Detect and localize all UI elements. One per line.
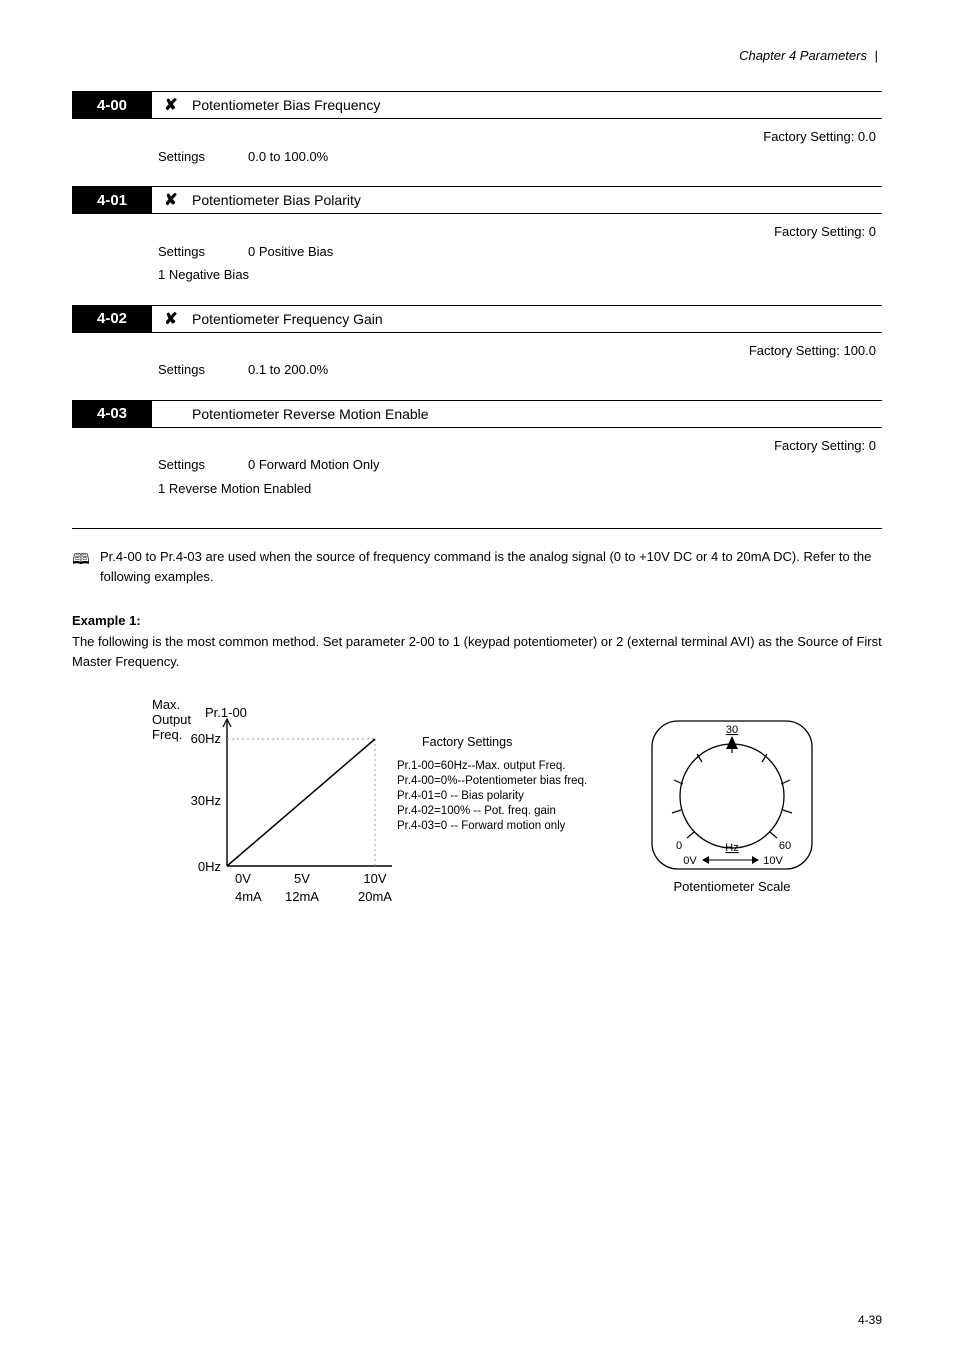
factory-setting: Factory Setting: 0 — [72, 222, 882, 242]
factory-setting: Factory Setting: 0.0 — [72, 127, 882, 147]
y-axis-label: Max. — [152, 697, 180, 712]
y-axis-label: Output — [152, 712, 191, 727]
param-4-03: 4-03 Potentiometer Reverse Motion Enable… — [72, 400, 882, 513]
page-number: 4-39 — [858, 1313, 882, 1327]
pot-left-label: 0 — [676, 840, 682, 852]
param-head: 4-03 Potentiometer Reverse Motion Enable — [72, 400, 882, 428]
pot-unit: Hz — [725, 842, 738, 854]
settings-label: Settings — [72, 242, 248, 262]
settings-value: 0.1 to 200.0% — [248, 360, 882, 380]
note-row: 🕮 Pr.4-00 to Pr.4-03 are used when the s… — [72, 547, 882, 587]
y-axis-param: Pr.1-00 — [205, 705, 247, 720]
param-title: Potentiometer Frequency Gain — [190, 306, 882, 332]
factory-heading: Factory Settings — [422, 735, 512, 749]
param-title: Potentiometer Bias Frequency — [190, 92, 882, 118]
factory-line: Pr.4-03=0 -- Forward motion only — [397, 820, 566, 832]
param-flag-icon: ✘ — [152, 306, 190, 332]
settings-value: 0 Positive Bias — [248, 242, 882, 262]
settings-label: Settings — [72, 455, 248, 475]
example-text: The following is the most common method.… — [72, 632, 882, 672]
y-tick: 30Hz — [191, 793, 221, 808]
settings-line: Settings 0 Positive Bias — [72, 242, 882, 262]
settings-label: Settings — [72, 147, 248, 167]
param-flag-icon — [152, 401, 190, 427]
factory-setting: Factory Setting: 0 — [72, 436, 882, 456]
param-flag-icon: ✘ — [152, 187, 190, 213]
param-code: 4-03 — [72, 401, 152, 427]
settings-line: Settings 0.1 to 200.0% — [72, 360, 882, 380]
chapter-title: Chapter 4 Parameters — [739, 48, 867, 63]
param-code: 4-01 — [72, 187, 152, 213]
param-4-01: 4-01 ✘ Potentiometer Bias Polarity Facto… — [72, 186, 882, 299]
y-tick: 60Hz — [191, 731, 221, 746]
param-body: Factory Setting: 100.0 Settings 0.1 to 2… — [72, 333, 882, 394]
divider — [72, 528, 882, 529]
book-icon: 🕮 — [72, 547, 90, 571]
note-text: Pr.4-00 to Pr.4-03 are used when the sou… — [100, 547, 882, 587]
chart-line — [227, 739, 375, 866]
pot-caption: Potentiometer Scale — [673, 879, 790, 894]
settings-value: 0.0 to 100.0% — [248, 147, 882, 167]
factory-line: Pr.4-00=0%--Potentiometer bias freq. — [397, 775, 587, 787]
x-tick-bot: 12mA — [285, 889, 319, 904]
param-4-02: 4-02 ✘ Potentiometer Frequency Gain Fact… — [72, 305, 882, 394]
param-head: 4-02 ✘ Potentiometer Frequency Gain — [72, 305, 882, 333]
settings-value: 0 Forward Motion Only — [248, 455, 882, 475]
factory-setting: Factory Setting: 100.0 — [72, 341, 882, 361]
x-tick-top: 5V — [294, 871, 310, 886]
factory-line: Pr.4-01=0 -- Bias polarity — [397, 790, 524, 802]
chapter-header: Chapter 4 Parameters | — [72, 48, 882, 63]
param-head: 4-00 ✘ Potentiometer Bias Frequency — [72, 91, 882, 119]
param-body: Factory Setting: 0 Settings 0 Forward Mo… — [72, 428, 882, 513]
settings-extra: 1 Negative Bias — [72, 265, 882, 285]
factory-line: Pr.1-00=60Hz--Max. output Freq. — [397, 760, 565, 772]
pot-10v: 10V — [763, 855, 783, 867]
param-4-00: 4-00 ✘ Potentiometer Bias Frequency Fact… — [72, 91, 882, 180]
pot-top-label: 30 — [726, 724, 738, 736]
x-tick-top: 10V — [363, 871, 386, 886]
y-axis-label: Freq. — [152, 727, 182, 742]
x-tick-bot: 4mA — [235, 889, 262, 904]
param-code: 4-02 — [72, 306, 152, 332]
param-head: 4-01 ✘ Potentiometer Bias Polarity — [72, 186, 882, 214]
param-code: 4-00 — [72, 92, 152, 118]
settings-line: Settings 0.0 to 100.0% — [72, 147, 882, 167]
pot-0v: 0V — [683, 855, 697, 867]
y-tick: 0Hz — [198, 859, 221, 874]
page: Chapter 4 Parameters | 4-00 ✘ Potentiome… — [0, 0, 954, 1357]
param-title: Potentiometer Bias Polarity — [190, 187, 882, 213]
settings-label: Settings — [72, 360, 248, 380]
x-tick-bot: 20mA — [358, 889, 392, 904]
param-flag-icon: ✘ — [152, 92, 190, 118]
x-tick-top: 0V — [235, 871, 251, 886]
diagram: Max. Output Freq. Pr.1-00 60Hz 30Hz 0Hz … — [97, 691, 857, 951]
header-pipe: | — [871, 48, 882, 63]
param-body: Factory Setting: 0.0 Settings 0.0 to 100… — [72, 119, 882, 180]
factory-line: Pr.4-02=100% -- Pot. freq. gain — [397, 805, 556, 817]
pot-right-label: 60 — [779, 840, 791, 852]
example-title: Example 1: — [72, 613, 882, 628]
settings-line: Settings 0 Forward Motion Only — [72, 455, 882, 475]
param-body: Factory Setting: 0 Settings 0 Positive B… — [72, 214, 882, 299]
settings-extra: 1 Reverse Motion Enabled — [72, 479, 882, 499]
potentiometer-icon: 30 0 60 Hz 0V 10V — [652, 721, 812, 869]
param-title: Potentiometer Reverse Motion Enable — [190, 401, 882, 427]
